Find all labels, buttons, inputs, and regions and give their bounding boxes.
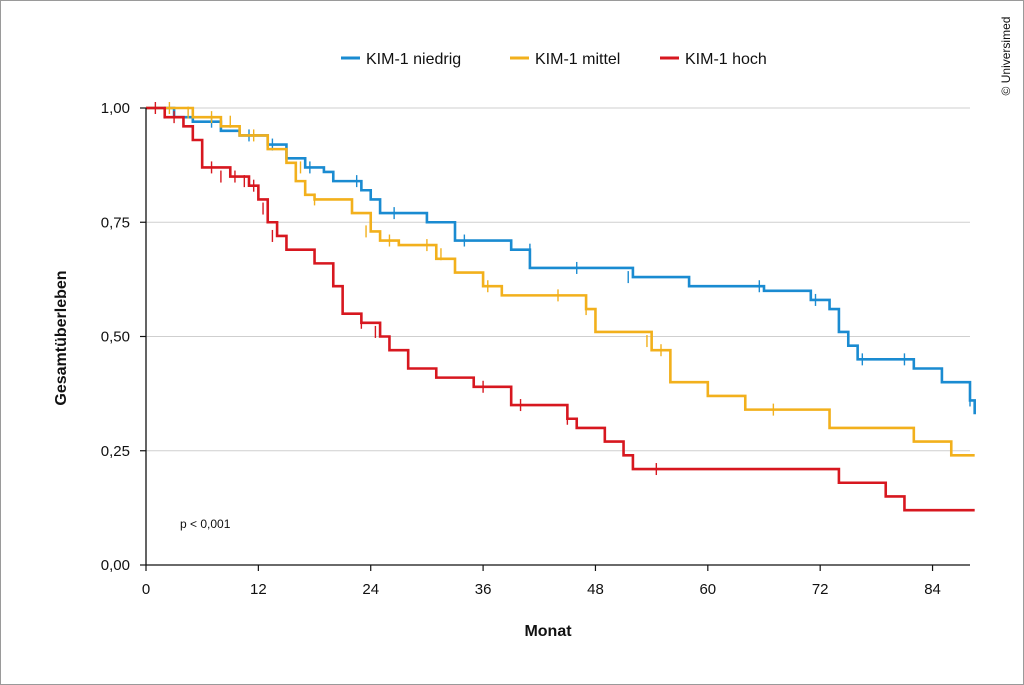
x-tick-label-7: 84 bbox=[924, 581, 941, 598]
x-tick-label-0: 0 bbox=[142, 581, 150, 598]
legend-label-kim-1-hoch: KIM-1 hoch bbox=[685, 51, 767, 68]
x-axis-ticks: 0 12 24 36 48 60 72 84 bbox=[142, 565, 941, 598]
series-line-kim-1-niedrig bbox=[146, 106, 976, 415]
legend: KIM-1 niedrig KIM-1 mittel KIM-1 hoch bbox=[341, 51, 767, 68]
x-tick-label-5: 60 bbox=[699, 581, 716, 598]
y-tick-label-0: 0,00 bbox=[101, 557, 130, 574]
y-tick-label-3: 0,75 bbox=[101, 214, 130, 231]
y-axis-ticks: 0,00 0,25 0,50 0,75 1,00 bbox=[101, 100, 146, 574]
legend-label-kim-1-niedrig: KIM-1 niedrig bbox=[366, 51, 461, 68]
x-axis-title: Monat bbox=[524, 623, 572, 640]
x-tick-label-2: 24 bbox=[362, 581, 379, 598]
p-value-annotation: p < 0,001 bbox=[180, 517, 231, 531]
copyright-credit: © Universimed bbox=[999, 17, 1013, 96]
x-tick-label-3: 36 bbox=[475, 581, 492, 598]
y-tick-label-2: 0,50 bbox=[101, 329, 130, 346]
series-line-kim-1-mittel bbox=[146, 106, 975, 457]
gridlines bbox=[146, 107, 970, 452]
y-tick-label-4: 1,00 bbox=[101, 100, 130, 117]
y-tick-label-1: 0,25 bbox=[101, 443, 130, 460]
legend-label-kim-1-mittel: KIM-1 mittel bbox=[535, 51, 620, 68]
x-tick-label-1: 12 bbox=[250, 581, 267, 598]
x-tick-label-6: 72 bbox=[812, 581, 829, 598]
series-line-kim-1-hoch bbox=[146, 106, 975, 512]
x-tick-label-4: 48 bbox=[587, 581, 604, 598]
y-axis-title: Gesamtüberleben bbox=[53, 270, 70, 405]
series-layer bbox=[146, 102, 976, 512]
